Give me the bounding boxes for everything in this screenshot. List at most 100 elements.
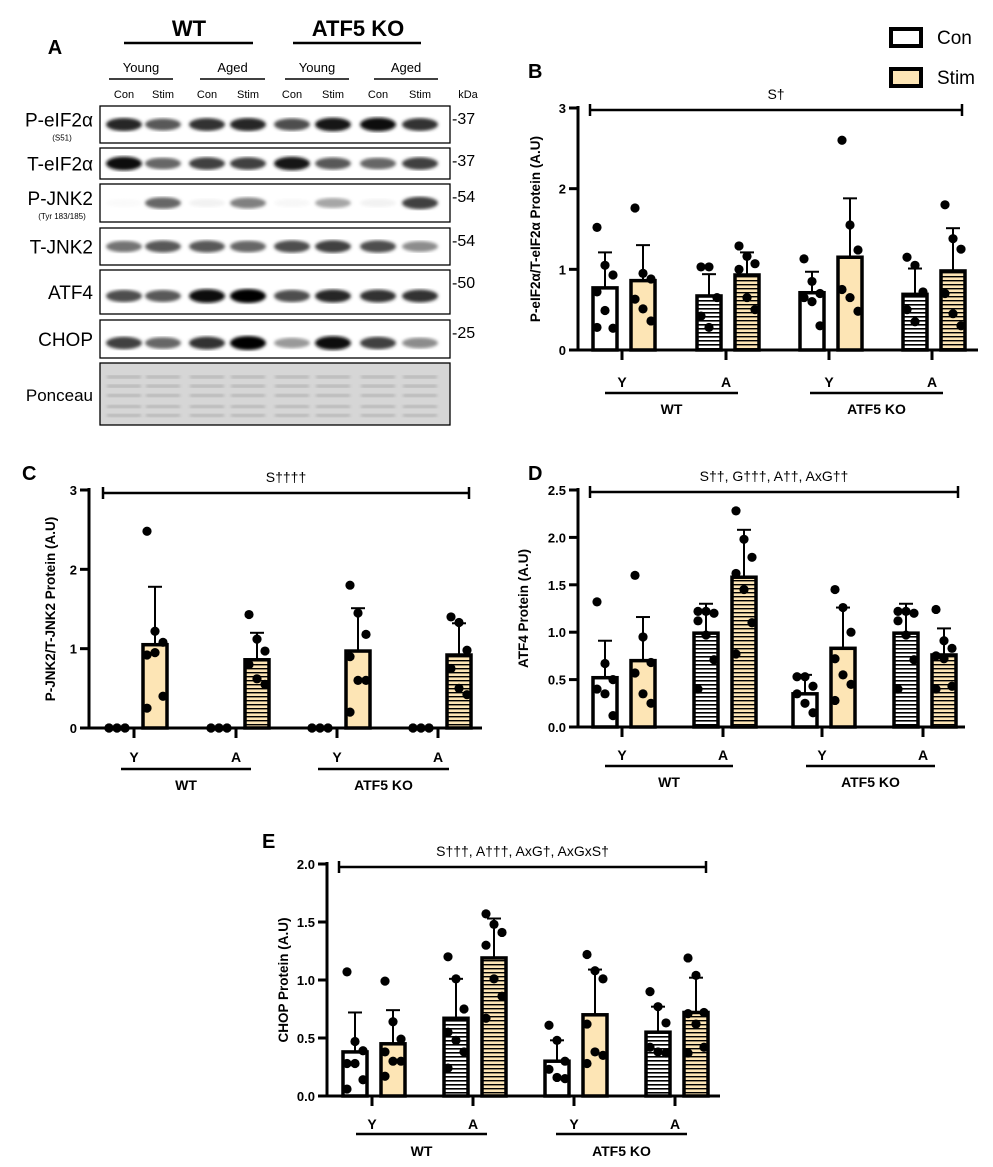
x-age-label: Y — [824, 374, 834, 390]
y-tick-label: 1 — [559, 262, 566, 277]
ponceau-band — [275, 405, 309, 409]
blot-lane-label: Con — [368, 89, 388, 101]
data-point — [645, 1042, 655, 1052]
blot-band — [189, 336, 225, 350]
blot-row-label: T-JNK2 — [30, 238, 93, 259]
y-tick-label: 1.0 — [548, 625, 566, 640]
ponceau-band — [403, 413, 437, 417]
x-age-label: Y — [569, 1116, 579, 1132]
data-point — [846, 627, 856, 637]
bar-stim — [629, 278, 657, 352]
blot-band — [315, 157, 351, 170]
data-point — [388, 1056, 398, 1066]
data-point — [739, 534, 749, 544]
blot-row-sublabel: (S51) — [52, 134, 72, 143]
data-point — [150, 648, 160, 658]
blot-band — [315, 336, 351, 350]
y-tick-label: 3 — [70, 483, 77, 498]
ponceau-band — [361, 405, 395, 409]
data-point — [560, 1056, 570, 1066]
ponceau-band — [275, 384, 309, 388]
y-axis-label: ATF4 Protein (A.U) — [516, 549, 531, 668]
y-tick-label: 1 — [70, 642, 77, 657]
blot-band — [106, 336, 142, 350]
data-point — [252, 674, 262, 684]
data-point — [638, 689, 648, 699]
data-point — [451, 974, 461, 984]
data-point — [600, 260, 610, 270]
ponceau-band — [275, 413, 309, 417]
data-point — [742, 292, 752, 303]
blot-band — [230, 240, 266, 253]
data-point — [653, 1047, 663, 1057]
data-point — [931, 651, 941, 661]
blot-row-label: CHOP — [38, 330, 93, 351]
blot-band — [189, 198, 225, 208]
ponceau-band — [403, 394, 437, 397]
data-point — [683, 1009, 693, 1019]
significance-label: S†††† — [266, 469, 306, 485]
data-point — [704, 262, 714, 272]
x-age-label: Y — [617, 747, 627, 763]
data-point — [358, 1046, 368, 1056]
blot-band — [145, 118, 181, 131]
ponceau-band — [316, 405, 350, 409]
ponceau-band — [403, 375, 437, 379]
data-point — [396, 1056, 406, 1066]
data-point — [691, 970, 701, 980]
data-point — [608, 711, 618, 721]
legend-label-con: Con — [937, 28, 972, 49]
data-point — [350, 1058, 360, 1069]
blot-band — [315, 289, 351, 303]
blot-band — [402, 196, 438, 210]
blot-band — [402, 289, 438, 303]
ponceau-band — [190, 405, 224, 409]
panel-label: C — [22, 463, 36, 485]
blot-band — [189, 118, 225, 131]
data-point — [443, 952, 453, 962]
data-point — [592, 287, 602, 297]
y-tick-label: 2 — [559, 182, 566, 197]
blot-band — [145, 337, 181, 349]
data-point — [630, 203, 640, 213]
blot-lane-label: Stim — [322, 89, 344, 101]
data-point — [489, 919, 499, 929]
blot-band — [274, 198, 310, 208]
data-point — [910, 317, 920, 327]
blot-lane-label: Stim — [152, 89, 174, 101]
data-point — [443, 1063, 453, 1073]
data-point — [451, 1035, 461, 1045]
blot-band — [360, 117, 396, 132]
x-age-label: A — [468, 1116, 478, 1132]
data-point — [446, 663, 456, 674]
chart-d: D S††, G†††, A††, AxG†† 0.0 0.5 1.0 1.5 2.0 2.5… — [516, 463, 965, 790]
ponceau-band — [361, 394, 395, 397]
data-point — [901, 630, 911, 640]
ponceau-band — [190, 375, 224, 379]
significance-label: S†††, A†††, AxG†, AxGxS† — [436, 843, 609, 859]
data-point — [701, 606, 711, 616]
data-point — [552, 1072, 562, 1083]
data-point — [481, 1013, 491, 1023]
chart-c: C S†††† 0 1 2 3 P-JNK2/T-JNK2 Protein (A.U) Y A Y… — [22, 463, 482, 793]
data-point — [918, 287, 928, 297]
blot-band — [274, 156, 310, 171]
data-point — [560, 1074, 570, 1084]
data-point — [497, 991, 507, 1001]
data-point — [846, 679, 856, 689]
data-point — [731, 649, 741, 659]
blot-band — [360, 157, 396, 170]
data-point — [800, 698, 810, 708]
data-point — [608, 323, 618, 333]
data-point — [837, 284, 847, 295]
ponceau-band — [146, 413, 180, 417]
data-point — [661, 1048, 671, 1058]
legend-swatch-con — [889, 27, 923, 48]
data-point — [158, 637, 168, 647]
data-point — [142, 650, 152, 660]
blot-band — [402, 118, 438, 131]
ponceau-band — [231, 375, 265, 379]
y-tick-label: 0.5 — [548, 673, 566, 688]
data-point — [747, 618, 757, 628]
blot-band — [106, 156, 142, 171]
